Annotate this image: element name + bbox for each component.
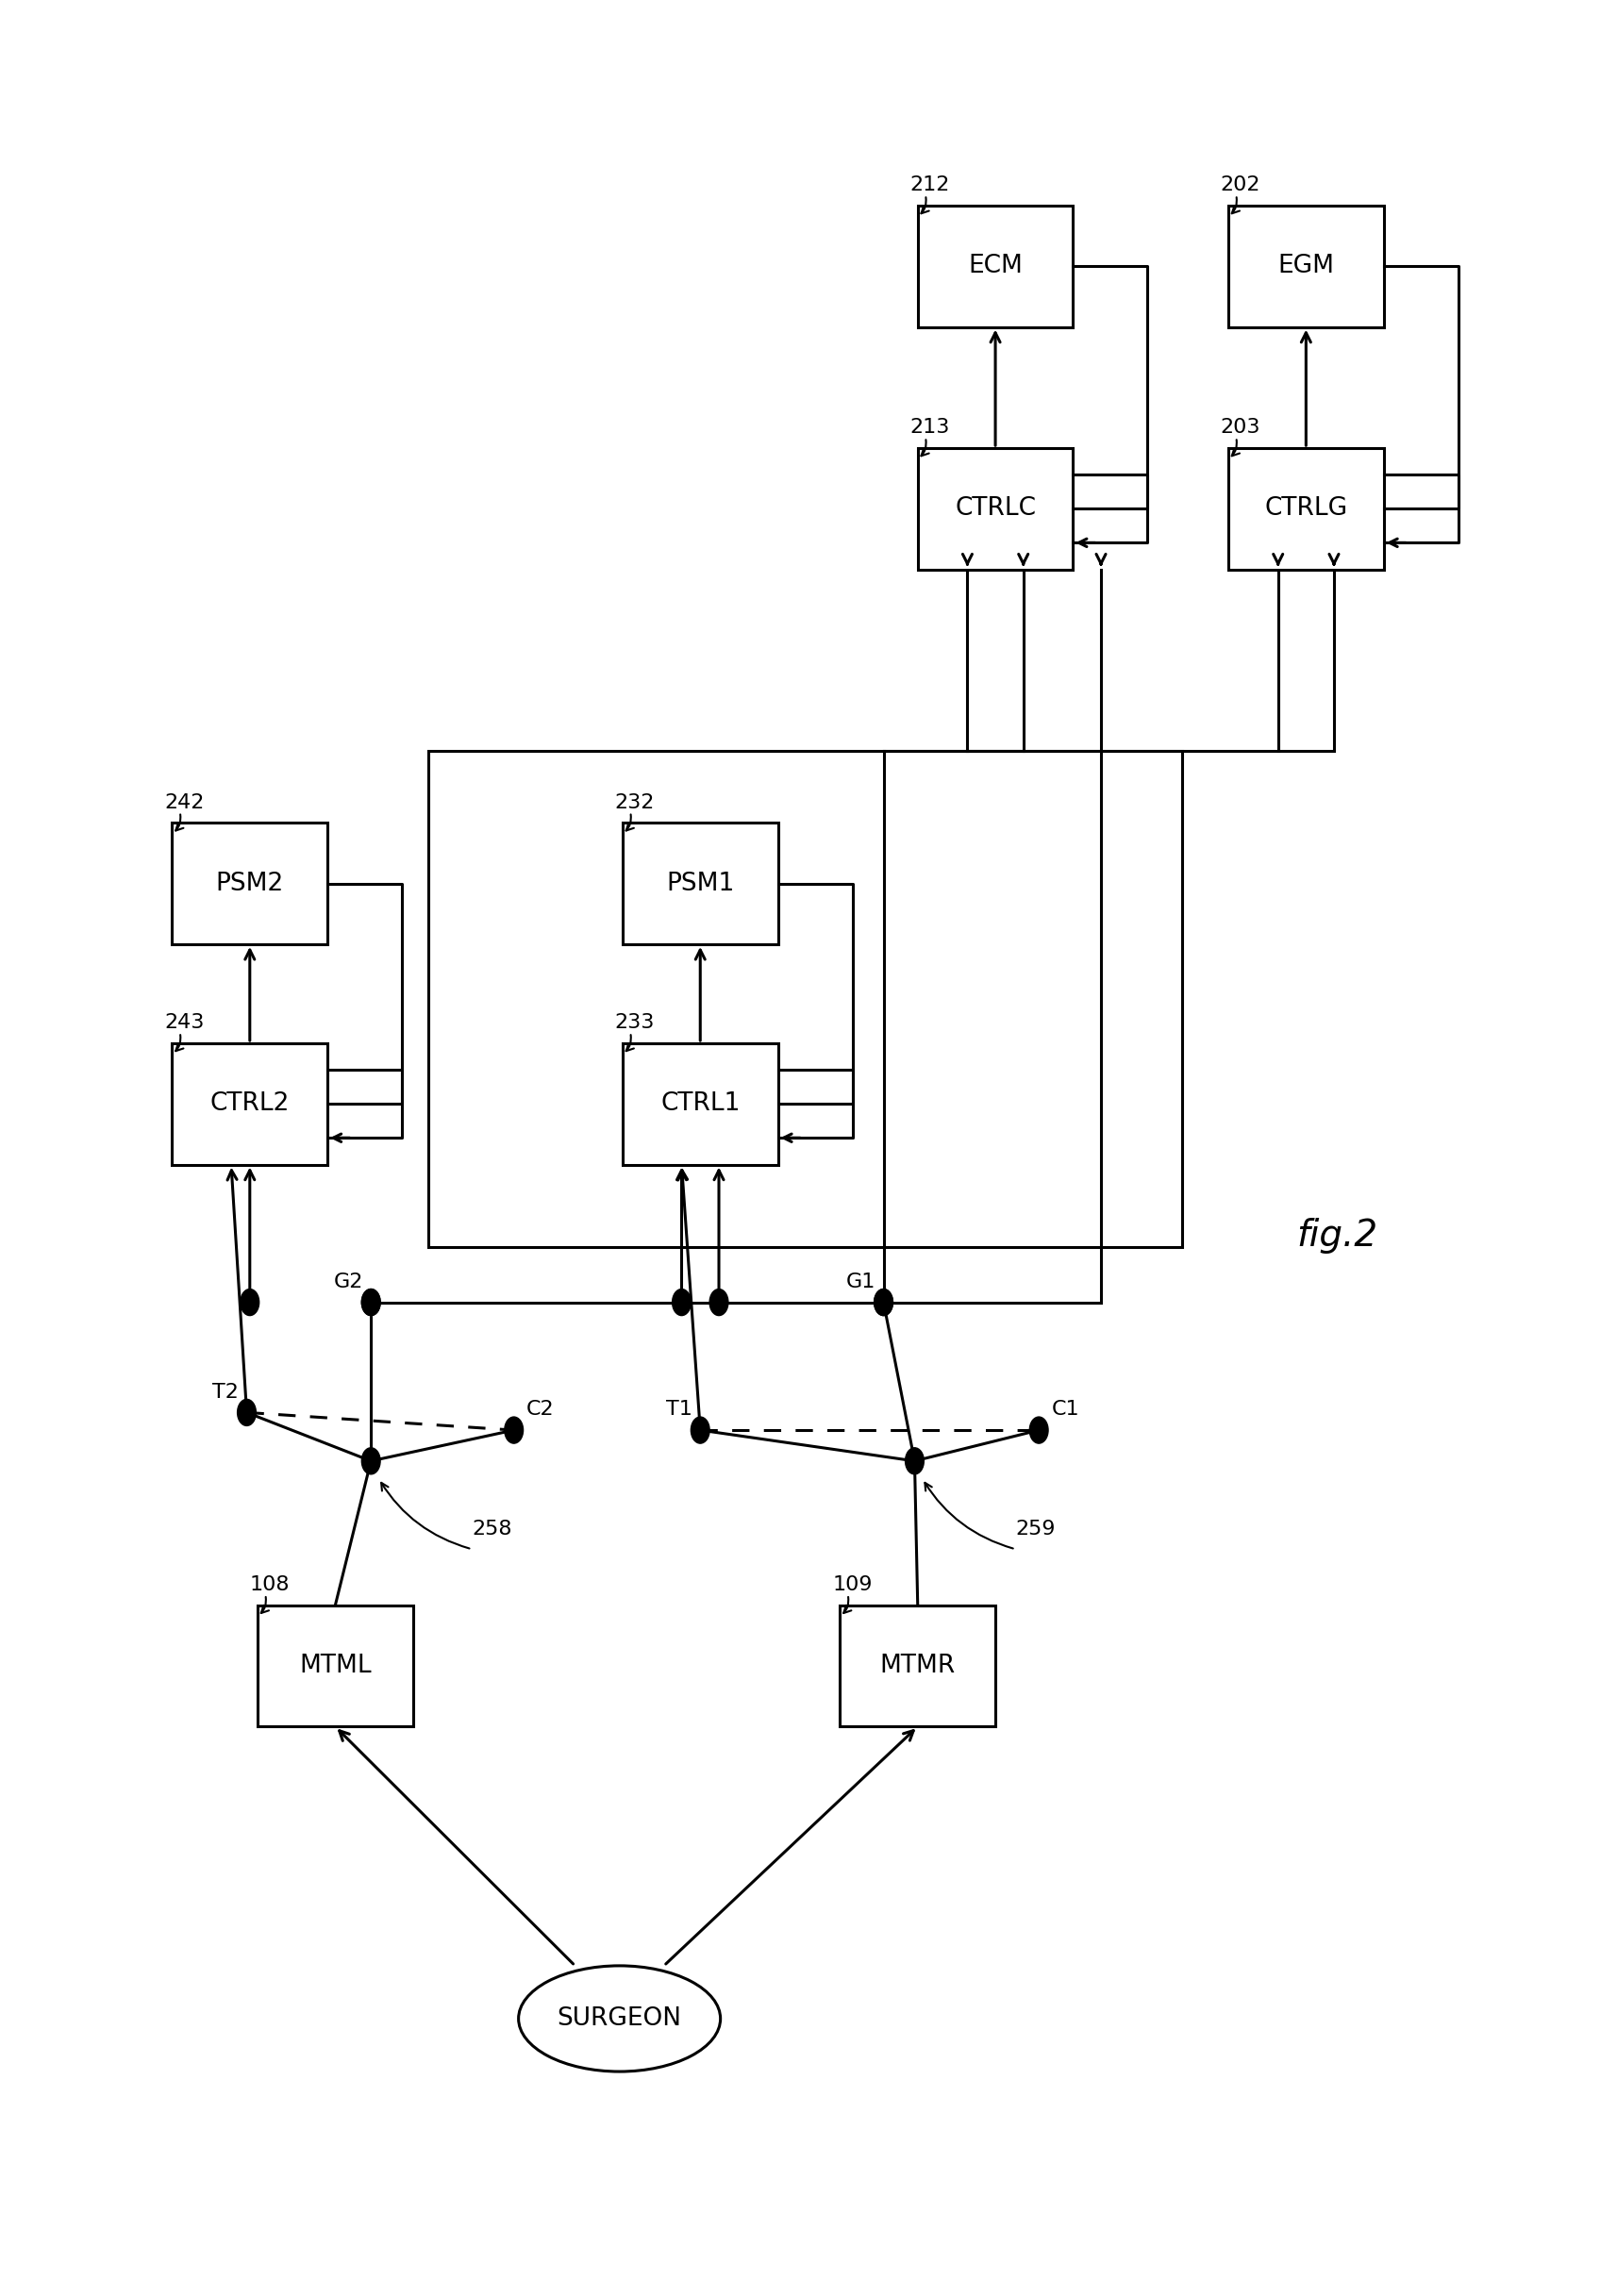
Text: 259: 259 xyxy=(1015,1520,1054,1538)
FancyBboxPatch shape xyxy=(429,751,1180,1247)
Text: 243: 243 xyxy=(165,1013,204,1033)
Text: G1: G1 xyxy=(846,1272,875,1290)
Text: CTRLG: CTRLG xyxy=(1264,496,1347,521)
Text: 108: 108 xyxy=(249,1575,289,1593)
Text: MTMR: MTMR xyxy=(880,1653,956,1678)
Text: ECM: ECM xyxy=(967,255,1022,278)
Circle shape xyxy=(873,1288,893,1316)
Circle shape xyxy=(873,1288,893,1316)
Circle shape xyxy=(362,1449,380,1474)
Circle shape xyxy=(505,1417,522,1444)
Text: C2: C2 xyxy=(526,1401,555,1419)
FancyBboxPatch shape xyxy=(171,822,327,944)
Text: T2: T2 xyxy=(212,1382,239,1401)
Circle shape xyxy=(673,1288,690,1316)
Text: C1: C1 xyxy=(1051,1401,1079,1419)
Text: 258: 258 xyxy=(472,1520,511,1538)
FancyBboxPatch shape xyxy=(257,1605,412,1727)
Text: EGM: EGM xyxy=(1277,255,1334,278)
Text: CTRL2: CTRL2 xyxy=(210,1091,289,1116)
Circle shape xyxy=(362,1288,380,1316)
Circle shape xyxy=(238,1398,255,1426)
Text: G2: G2 xyxy=(333,1272,362,1290)
Text: 242: 242 xyxy=(165,792,204,813)
Circle shape xyxy=(362,1288,380,1316)
Circle shape xyxy=(906,1449,923,1474)
Text: CTRL1: CTRL1 xyxy=(660,1091,739,1116)
Text: PSM1: PSM1 xyxy=(666,870,734,895)
Text: SURGEON: SURGEON xyxy=(556,2007,681,2032)
FancyBboxPatch shape xyxy=(171,1042,327,1164)
Text: PSM2: PSM2 xyxy=(215,870,283,895)
Text: MTML: MTML xyxy=(299,1653,372,1678)
Text: fig.2: fig.2 xyxy=(1295,1219,1378,1254)
Text: 213: 213 xyxy=(909,418,949,436)
Text: 203: 203 xyxy=(1219,418,1260,436)
Text: 212: 212 xyxy=(909,177,949,195)
Text: T1: T1 xyxy=(666,1401,692,1419)
FancyBboxPatch shape xyxy=(623,822,778,944)
Circle shape xyxy=(710,1288,728,1316)
FancyBboxPatch shape xyxy=(839,1605,994,1727)
Text: 202: 202 xyxy=(1219,177,1260,195)
FancyBboxPatch shape xyxy=(1227,448,1383,569)
FancyBboxPatch shape xyxy=(917,207,1072,326)
Circle shape xyxy=(1028,1417,1048,1444)
FancyBboxPatch shape xyxy=(1227,207,1383,326)
Text: 109: 109 xyxy=(831,1575,872,1593)
Circle shape xyxy=(241,1288,259,1316)
FancyBboxPatch shape xyxy=(623,1042,778,1164)
Circle shape xyxy=(690,1417,710,1444)
Text: CTRLC: CTRLC xyxy=(954,496,1035,521)
FancyBboxPatch shape xyxy=(917,448,1072,569)
Text: 232: 232 xyxy=(614,792,655,813)
Ellipse shape xyxy=(517,1965,720,2071)
Text: 233: 233 xyxy=(614,1013,655,1033)
